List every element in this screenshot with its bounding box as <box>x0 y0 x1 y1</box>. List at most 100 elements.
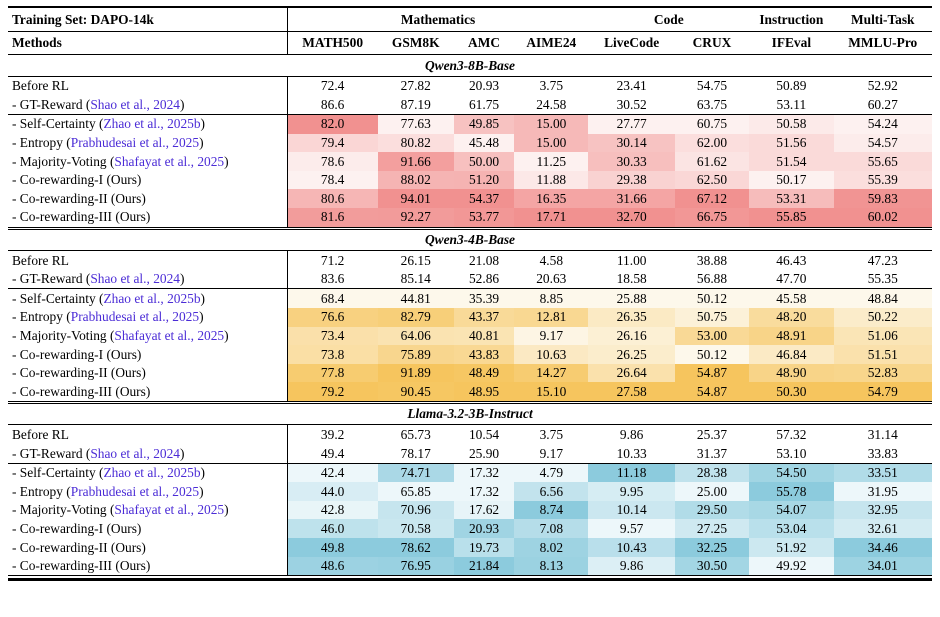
score-cell: 87.19 <box>377 95 454 115</box>
method-row: - Entropy (Prabhudesai et al., 2025) 76.6… <box>8 307 932 327</box>
score-cell: 64.06 <box>377 326 454 346</box>
citation-link[interactable]: Zhao et al., 2025b <box>103 116 201 132</box>
citation-link[interactable]: Prabhudesai et al., 2025 <box>70 483 200 499</box>
baseline-row: Before RL 72.4 27.82 20.93 3.75 23.41 54.75 50.… <box>8 76 932 96</box>
score-cell: 67.12 <box>674 189 750 208</box>
score-cell: 11.18 <box>588 463 675 483</box>
col-aime24: AIME24 <box>514 31 589 56</box>
citation-link[interactable]: Shao et al., 2024 <box>90 271 180 287</box>
score-cell: 31.66 <box>588 189 675 208</box>
method-row: - Majority-Voting (Shafayat et al., 2025… <box>8 326 932 346</box>
baseline-row: - GT-Reward (Shao et al., 2024) 86.6 87.19… <box>8 95 932 115</box>
method-row: - Co-rewarding-I (Ours) 46.0 70.58 20.93 7.0… <box>8 519 932 539</box>
col-crux: CRUX <box>674 31 750 56</box>
score-cell: 47.70 <box>749 269 834 290</box>
score-cell: 52.83 <box>833 363 932 383</box>
score-cell: 85.14 <box>377 269 454 290</box>
score-cell: 54.57 <box>833 133 932 153</box>
citation-link[interactable]: Zhao et al., 2025b <box>103 290 201 306</box>
score-cell: 82.79 <box>377 307 454 327</box>
score-cell: 51.06 <box>833 326 932 346</box>
baseline-row: Before RL 39.2 65.73 10.54 3.75 9.86 25.37 57.3… <box>8 424 932 445</box>
score-cell: 26.35 <box>588 307 675 327</box>
model-section-header: Qwen3-8B-Base <box>8 54 932 77</box>
score-cell: 26.64 <box>588 363 675 383</box>
group-multitask: Multi-Task <box>833 8 932 32</box>
citation-link[interactable]: Shafayat et al., 2025 <box>114 328 225 343</box>
score-cell: 38.88 <box>696 252 728 268</box>
score-cell: 52.92 <box>867 78 898 94</box>
score-cell: 9.86 <box>588 556 675 576</box>
col-ifeval: IFEval <box>749 31 834 56</box>
score-cell: 73.8 <box>286 345 378 364</box>
score-cell: 32.70 <box>588 207 675 230</box>
score-cell: 16.35 <box>514 189 589 208</box>
col-amc: AMC <box>453 31 515 56</box>
method-row: - Co-rewarding-III (Ours) 81.6 92.27 53.77 1… <box>8 207 932 230</box>
citation-link[interactable]: Prabhudesai et al., 2025 <box>70 135 200 151</box>
score-cell: 79.2 <box>286 382 378 404</box>
score-cell: 4.58 <box>539 252 564 268</box>
score-cell: 48.90 <box>749 363 834 383</box>
score-cell: 26.25 <box>588 345 675 364</box>
method-row: - Self-Certainty (Zhao et al., 2025b) 42.… <box>8 463 932 483</box>
citation-link[interactable]: Shao et al., 2024 <box>90 96 180 112</box>
score-cell: 25.00 <box>674 482 750 501</box>
method-row: - Co-rewarding-II (Ours) 49.8 78.62 19.73 8.… <box>8 538 932 557</box>
score-cell: 9.17 <box>514 326 589 346</box>
score-cell: 17.32 <box>453 482 515 501</box>
score-cell: 55.85 <box>749 207 834 230</box>
results-table: Training Set: DAPO-14k Mathematics Code … <box>8 6 932 582</box>
score-cell: 66.75 <box>674 207 750 230</box>
score-cell: 50.17 <box>749 170 834 190</box>
methods-header: Methods <box>8 31 288 56</box>
score-cell: 6.56 <box>514 482 589 501</box>
method-label: - Co-rewarding-III (Ours) <box>12 558 151 574</box>
score-cell: 54.79 <box>833 382 932 404</box>
citation-link[interactable]: Zhao et al., 2025b <box>103 465 201 481</box>
score-cell: 53.11 <box>749 95 834 115</box>
citation-link[interactable]: Prabhudesai et al., 2025 <box>70 309 200 325</box>
score-cell: 20.93 <box>468 78 500 94</box>
score-cell: 31.37 <box>674 444 750 464</box>
citation-link[interactable]: Shafayat et al., 2025 <box>114 153 225 169</box>
score-cell: 43.37 <box>453 307 515 327</box>
score-cell: 32.61 <box>833 519 932 539</box>
col-math500: MATH500 <box>286 31 378 56</box>
baseline-label: Before RL <box>12 78 69 94</box>
score-cell: 90.45 <box>377 382 454 404</box>
score-cell: 8.13 <box>514 556 589 576</box>
score-cell: 25.88 <box>588 288 675 308</box>
score-cell: 78.17 <box>377 444 454 464</box>
score-cell: 51.20 <box>453 170 515 190</box>
score-cell: 46.0 <box>286 519 378 539</box>
citation-link[interactable]: Shafayat et al., 2025 <box>114 502 225 518</box>
score-cell: 57.32 <box>776 426 807 442</box>
score-cell: 68.4 <box>286 288 378 308</box>
score-cell: 30.50 <box>674 556 750 576</box>
score-cell: 11.00 <box>616 252 647 268</box>
score-cell: 14.27 <box>514 363 589 383</box>
score-cell: 29.38 <box>588 170 675 190</box>
column-header-row: Methods MATH500 GSM8K AMC AIME24 LiveCod… <box>8 31 932 56</box>
score-cell: 54.07 <box>749 500 834 520</box>
score-cell: 51.56 <box>749 133 834 153</box>
score-cell: 20.93 <box>453 519 515 539</box>
score-cell: 60.75 <box>674 114 750 134</box>
method-row: - Co-rewarding-I (Ours) 78.4 88.02 51.20 11.… <box>8 170 932 190</box>
score-cell: 8.85 <box>514 288 589 308</box>
score-cell: 53.77 <box>453 207 515 230</box>
score-cell: 33.51 <box>833 463 932 483</box>
score-cell: 32.95 <box>833 500 932 520</box>
benchmark-table: Training Set: DAPO-14k Mathematics Code … <box>8 8 932 577</box>
score-cell: 34.01 <box>833 556 932 576</box>
score-cell: 70.96 <box>377 500 454 520</box>
baseline-row: Before RL 71.2 26.15 21.08 4.58 11.00 38.88 46.… <box>8 250 932 270</box>
score-cell: 50.22 <box>833 307 932 327</box>
baseline-label: - GT-Reward (Shao et al., 2024) <box>8 444 288 464</box>
method-label: - Entropy (Prabhudesai et al., 2025) <box>12 483 204 499</box>
method-row: - Self-Certainty (Zhao et al., 2025b) 82.… <box>8 114 932 134</box>
score-cell: 82.0 <box>286 114 378 134</box>
citation-link[interactable]: Shao et al., 2024 <box>90 445 180 461</box>
score-cell: 4.79 <box>514 463 589 483</box>
